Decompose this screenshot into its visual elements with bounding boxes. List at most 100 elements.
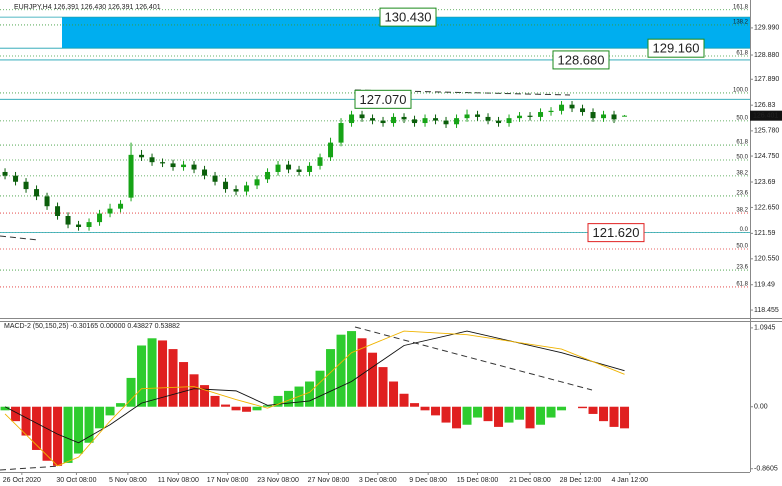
- fib-label: 61.8: [736, 282, 748, 288]
- histogram-bar: [11, 406, 21, 422]
- histogram-bar: [221, 404, 231, 407]
- trend-line: [0, 235, 39, 241]
- y-tick-label: 120.550: [754, 256, 779, 263]
- candle-body: [611, 114, 617, 120]
- candle-body: [338, 123, 344, 143]
- histogram-bar: [525, 406, 535, 429]
- histogram-bar: [389, 381, 399, 407]
- x-tick-label: 30 Oct 08:00: [56, 477, 96, 484]
- y-tick-label: 123.69: [754, 179, 776, 186]
- candle-body: [296, 169, 302, 172]
- candle-body: [370, 118, 376, 121]
- x-tick-label: 26 Oct 2020: [3, 477, 41, 484]
- fib-label: 100.0: [733, 88, 749, 94]
- histogram-bar: [609, 406, 619, 427]
- histogram-bar: [137, 345, 147, 407]
- histogram-bar: [431, 406, 441, 416]
- label-box: [647, 38, 705, 58]
- candle-body: [569, 104, 575, 109]
- candle-body: [202, 169, 208, 176]
- x-tick-label: 4 Jan 12:00: [611, 477, 648, 484]
- candle-body: [422, 118, 428, 124]
- candle-body: [454, 118, 460, 125]
- histogram-bar: [515, 406, 525, 420]
- candle-body: [328, 142, 334, 158]
- histogram-bar: [599, 406, 609, 422]
- histogram-bar: [179, 362, 189, 407]
- fib-label: 61.8: [736, 140, 748, 146]
- candle-body: [23, 181, 29, 190]
- histogram-bar: [452, 406, 462, 429]
- candle-body: [506, 118, 512, 124]
- candle-body: [254, 179, 260, 186]
- candle-body: [307, 165, 313, 172]
- candle-body: [160, 162, 166, 164]
- histogram-bar: [399, 393, 409, 407]
- candle-body: [433, 118, 439, 121]
- candle-body: [286, 164, 292, 170]
- candle-body: [265, 171, 271, 180]
- candle-body: [475, 114, 481, 117]
- y-tick-label: 126.83: [754, 102, 776, 109]
- candle-body: [548, 110, 554, 113]
- histogram-bar: [305, 381, 315, 407]
- candle-body: [527, 115, 533, 117]
- histogram-bar: [263, 405, 273, 407]
- histogram-bar: [546, 406, 556, 418]
- price-annotation: 129.160: [653, 41, 700, 56]
- x-tick-label: 21 Dec 08:00: [509, 477, 551, 484]
- candle-body: [391, 116, 397, 124]
- histogram-bar: [189, 374, 199, 407]
- x-tick-label: 11 Nov 08:00: [158, 477, 199, 484]
- histogram-bar: [231, 406, 241, 411]
- histogram-bar: [273, 395, 283, 407]
- y-tick-label: 128.880: [754, 52, 779, 59]
- histogram-bar: [473, 406, 483, 418]
- trend-line: [354, 326, 593, 391]
- candle-body: [118, 203, 124, 209]
- x-tick-label: 27 Nov 08:00: [308, 477, 350, 484]
- x-tick-label: 3 Dec 08:00: [359, 477, 397, 484]
- candle-body: [223, 181, 229, 190]
- y-tick-label: 127.890: [754, 76, 779, 83]
- candle-body: [275, 164, 281, 172]
- candle-body: [317, 157, 323, 166]
- histogram-bar: [347, 331, 357, 407]
- fib-label: 23.6: [736, 265, 748, 271]
- histogram-bar: [158, 340, 168, 407]
- fib-label: 0.0: [740, 227, 749, 233]
- histogram-bar: [74, 406, 84, 454]
- histogram-bar: [32, 406, 42, 450]
- candle-body: [496, 120, 502, 124]
- histogram-bar: [242, 406, 252, 412]
- candle-body: [485, 116, 491, 121]
- candle-body: [517, 115, 523, 119]
- trend-line: [0, 465, 61, 471]
- histogram-bar: [105, 406, 115, 416]
- candle-body: [149, 157, 155, 163]
- candle-body: [412, 119, 418, 124]
- y-tick-label: -0.8605: [754, 466, 778, 473]
- candle-body: [538, 112, 544, 117]
- histogram-bar: [357, 338, 367, 407]
- candle-body: [86, 222, 92, 228]
- x-tick-label: 17 Nov 08:00: [207, 477, 249, 484]
- histogram-bar: [620, 406, 630, 429]
- price-annotation: 121.620: [593, 225, 640, 240]
- histogram-bar: [252, 406, 262, 411]
- label-box: [552, 50, 610, 70]
- histogram-bar: [326, 349, 336, 407]
- histogram-bar: [536, 406, 546, 425]
- y-tick-label: 118.455: [754, 307, 779, 314]
- candle-body: [580, 108, 586, 113]
- fib-label: 138.2: [733, 20, 749, 26]
- histogram-bar: [494, 406, 504, 427]
- candle-body: [349, 114, 355, 124]
- histogram-bar: [147, 338, 157, 407]
- histogram-bar: [368, 352, 378, 407]
- histogram-bar: [420, 406, 430, 411]
- histogram-bar: [116, 403, 126, 407]
- candle-body: [590, 112, 596, 119]
- y-tick-label: 121.59: [754, 230, 776, 237]
- price-annotation: 128.680: [558, 52, 605, 67]
